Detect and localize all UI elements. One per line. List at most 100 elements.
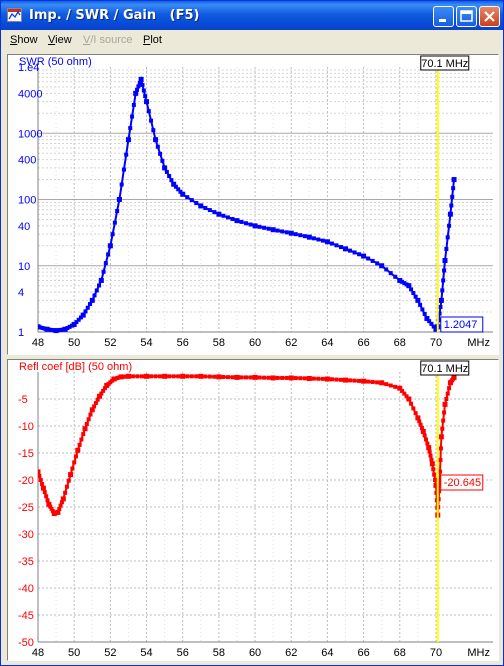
- y-tick-label: -50: [18, 637, 34, 649]
- data-point-marker: [419, 426, 424, 431]
- data-point-marker: [92, 293, 97, 298]
- data-point-marker: [126, 374, 131, 379]
- x-tick-label: 70: [430, 647, 442, 659]
- y-tick-label: -40: [18, 583, 34, 595]
- data-point-marker: [198, 374, 203, 379]
- data-point-marker: [69, 323, 74, 328]
- data-point-marker: [253, 375, 258, 380]
- minimize-button[interactable]: [433, 6, 454, 27]
- data-point-marker: [40, 482, 45, 487]
- data-point-marker: [158, 374, 163, 379]
- data-point-marker: [361, 379, 366, 384]
- data-point-marker: [393, 274, 398, 279]
- data-point-marker: [216, 212, 221, 217]
- data-point-marker: [77, 442, 82, 447]
- data-point-marker: [176, 187, 181, 192]
- marker-value-frame: [440, 316, 484, 333]
- data-point-marker: [448, 212, 453, 217]
- data-point-marker: [130, 114, 135, 119]
- data-point-marker: [79, 437, 84, 442]
- y-tick-label: 4000: [18, 88, 42, 100]
- data-point-marker: [55, 510, 60, 515]
- data-point-marker: [167, 174, 172, 179]
- x-tick-label: 52: [104, 337, 116, 349]
- data-point-marker: [438, 304, 443, 309]
- data-point-marker: [307, 235, 312, 240]
- data-point-marker: [203, 374, 208, 379]
- series-group: [38, 373, 457, 518]
- data-point-marker: [284, 375, 289, 380]
- x-tick-label: 66: [357, 647, 369, 659]
- y-tick-label: -20: [18, 475, 34, 487]
- data-point-marker: [48, 504, 53, 509]
- data-point-marker: [415, 298, 420, 303]
- data-point-marker: [257, 375, 262, 380]
- x-tick-label: 54: [140, 647, 152, 659]
- x-tick-label: 50: [68, 647, 80, 659]
- data-point-marker: [375, 380, 380, 385]
- data-point-marker: [413, 294, 418, 299]
- x-tick-label: 50: [68, 337, 80, 349]
- data-point-marker: [198, 203, 203, 208]
- data-point-marker: [85, 305, 90, 310]
- data-point-marker: [75, 448, 80, 453]
- data-point-marker: [307, 376, 312, 381]
- data-point-marker: [130, 374, 135, 379]
- data-point-marker: [207, 374, 212, 379]
- data-point-marker: [397, 386, 402, 391]
- data-point-marker: [135, 87, 140, 92]
- data-point-marker: [216, 374, 221, 379]
- close-button[interactable]: [479, 6, 500, 27]
- menu-plot[interactable]: Plot: [143, 34, 162, 46]
- data-point-marker: [65, 326, 70, 331]
- data-point-marker: [445, 235, 450, 240]
- chart-title: Refl coef [dB] (50 ohm): [19, 361, 132, 373]
- data-point-marker: [108, 243, 113, 248]
- data-point-marker: [411, 291, 416, 296]
- data-point-marker: [131, 102, 136, 107]
- data-point-marker: [433, 478, 438, 482]
- data-point-marker: [289, 375, 294, 380]
- data-point-marker: [234, 218, 239, 223]
- data-point-marker: [90, 298, 95, 303]
- data-point-marker: [189, 374, 194, 379]
- x-tick-label: 58: [213, 337, 225, 349]
- x-tick-label: 48: [32, 647, 44, 659]
- data-point-marker: [49, 327, 54, 332]
- data-point-marker: [343, 378, 348, 383]
- data-point-marker: [293, 376, 298, 381]
- data-point-marker: [280, 229, 285, 234]
- data-point-marker: [93, 401, 98, 406]
- data-point-marker: [99, 391, 104, 396]
- data-point-marker: [449, 203, 454, 208]
- marker-value-label: -20.645: [444, 477, 481, 489]
- data-point-marker: [153, 374, 158, 379]
- data-point-marker: [117, 197, 122, 202]
- maximize-button[interactable]: [456, 6, 477, 27]
- data-point-marker: [207, 208, 212, 213]
- chart-app-icon: [7, 8, 22, 22]
- x-tick-label: 68: [394, 337, 406, 349]
- data-point-marker: [103, 261, 108, 266]
- data-point-marker: [171, 182, 176, 187]
- close-icon: [484, 11, 495, 22]
- data-point-marker: [178, 189, 183, 194]
- data-point-marker: [441, 418, 446, 423]
- data-point-marker: [361, 254, 366, 259]
- x-axis-label: MHz: [467, 647, 490, 659]
- menu-show[interactable]: Show: [10, 34, 38, 46]
- menu-vi-source[interactable]: V/I source: [83, 34, 133, 46]
- data-point-marker: [112, 220, 117, 225]
- y-tick-label: 100: [18, 195, 36, 207]
- data-point-marker: [445, 391, 450, 396]
- title-bar[interactable]: Imp. / SWR / Gain (F5): [1, 1, 503, 30]
- data-point-marker: [447, 386, 452, 391]
- data-point-marker: [426, 445, 431, 450]
- data-point-marker: [140, 82, 145, 87]
- data-point-marker: [329, 241, 334, 246]
- data-point-marker: [311, 236, 316, 241]
- data-point-marker: [439, 298, 444, 303]
- data-point-marker: [143, 94, 148, 99]
- menu-view[interactable]: View: [48, 34, 72, 46]
